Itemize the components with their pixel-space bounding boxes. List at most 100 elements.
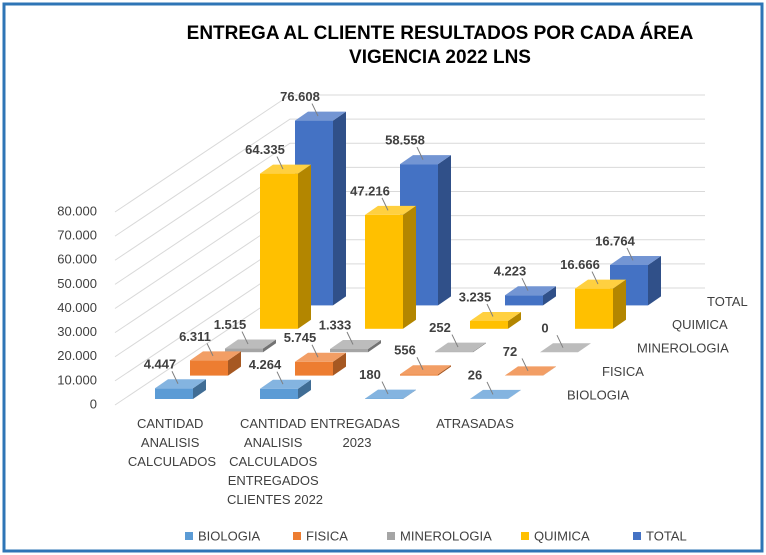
bar bbox=[540, 343, 591, 353]
bar-side bbox=[473, 342, 486, 353]
leader-line bbox=[626, 247, 634, 261]
legend-swatch bbox=[293, 532, 301, 540]
value-label: 252 bbox=[429, 320, 451, 335]
bar-front bbox=[155, 388, 193, 399]
value-label: 4.447 bbox=[144, 357, 177, 372]
bar-side bbox=[228, 351, 241, 376]
leader-line bbox=[416, 146, 424, 160]
bar-side bbox=[193, 379, 206, 399]
bar-top bbox=[505, 286, 556, 296]
value-label: 16.764 bbox=[595, 233, 636, 248]
y-tick-label: 30.000 bbox=[57, 324, 97, 339]
bar-side bbox=[333, 111, 346, 306]
bar-front bbox=[295, 361, 333, 376]
x-tick-label: ENTREGADAS 2023 bbox=[310, 416, 403, 450]
bar bbox=[365, 389, 416, 399]
bar bbox=[435, 342, 486, 353]
grid-line bbox=[114, 94, 705, 213]
legend-label: BIOLOGIA bbox=[198, 528, 260, 543]
bar-top bbox=[610, 255, 661, 265]
value-label: 1.333 bbox=[319, 317, 352, 332]
value-label: 4.264 bbox=[249, 357, 282, 372]
value-label: 72 bbox=[503, 344, 517, 359]
bar-side bbox=[403, 389, 416, 399]
leader-line bbox=[311, 344, 319, 358]
value-label: 6.311 bbox=[179, 329, 211, 344]
bar bbox=[260, 379, 311, 399]
bar-top bbox=[540, 343, 591, 353]
grid-line bbox=[114, 118, 705, 237]
bar-side bbox=[298, 164, 311, 329]
bar-top bbox=[365, 205, 416, 215]
bar bbox=[505, 366, 556, 376]
leader-line bbox=[206, 343, 214, 357]
bar-side bbox=[543, 286, 556, 306]
leader-line bbox=[311, 103, 319, 117]
bar-top bbox=[155, 379, 206, 389]
bar-front bbox=[435, 351, 473, 353]
grid-line bbox=[114, 142, 705, 261]
legend-swatch bbox=[633, 532, 641, 540]
bar-side bbox=[648, 255, 661, 306]
bar bbox=[400, 365, 451, 376]
x-tick-label: CANTIDAD ANALISIS CALCULADOS ENTREGADOS … bbox=[227, 416, 323, 507]
y-tick-label: 70.000 bbox=[57, 228, 97, 243]
bar-top bbox=[470, 311, 521, 321]
leader-line bbox=[521, 358, 529, 372]
bar-side bbox=[368, 339, 381, 353]
leader-line bbox=[346, 331, 354, 345]
bar bbox=[575, 279, 626, 329]
y-tick-label: 10.000 bbox=[57, 372, 97, 387]
bar-top bbox=[365, 389, 416, 399]
bar-front bbox=[190, 360, 228, 376]
leader-line bbox=[556, 334, 564, 348]
bar bbox=[155, 379, 206, 399]
bar-side bbox=[403, 205, 416, 329]
bar-top bbox=[400, 365, 451, 375]
bar bbox=[225, 339, 276, 353]
legend-swatch bbox=[185, 532, 193, 540]
depth-axis-label: TOTAL bbox=[707, 294, 748, 309]
value-label: 0 bbox=[541, 321, 548, 336]
bar bbox=[470, 389, 521, 399]
value-label: 47.216 bbox=[350, 183, 390, 198]
bar-front bbox=[400, 374, 438, 376]
bar-side bbox=[333, 352, 346, 376]
y-tick-label: 80.000 bbox=[57, 203, 97, 218]
depth-axis-label: FISICA bbox=[602, 364, 644, 379]
bar-side bbox=[438, 155, 451, 306]
bar bbox=[505, 286, 556, 306]
bar-top bbox=[330, 339, 381, 349]
bar bbox=[260, 164, 311, 329]
bar-front bbox=[260, 388, 298, 399]
depth-axis-label: MINEROLOGIA bbox=[637, 341, 729, 356]
x-tick-label: ATRASADAS bbox=[436, 416, 514, 431]
bar-top bbox=[295, 111, 346, 121]
bar-side bbox=[508, 389, 521, 399]
leader-line bbox=[381, 381, 389, 395]
bar-front bbox=[470, 320, 508, 329]
legend-label: QUIMICA bbox=[534, 528, 590, 543]
legend-label: TOTAL bbox=[646, 528, 687, 543]
leader-line bbox=[171, 371, 179, 384]
x-tick-label: CANTIDAD ANALISIS CALCULADOS bbox=[128, 416, 216, 469]
bar-top bbox=[295, 352, 346, 362]
leader-line bbox=[486, 303, 494, 317]
y-tick-label: 50.000 bbox=[57, 276, 97, 291]
bar bbox=[295, 352, 346, 376]
bar-front bbox=[365, 214, 403, 329]
leader-line bbox=[416, 357, 424, 370]
depth-axis-label: QUIMICA bbox=[672, 317, 728, 332]
value-label: 58.558 bbox=[385, 133, 425, 148]
leader-line bbox=[591, 271, 599, 285]
value-label: 1.515 bbox=[214, 317, 247, 332]
value-label: 556 bbox=[394, 343, 416, 358]
bar bbox=[190, 351, 241, 376]
bar-top bbox=[260, 379, 311, 389]
value-label: 16.666 bbox=[560, 257, 600, 272]
bar-front bbox=[225, 348, 263, 353]
bar-side bbox=[543, 366, 556, 376]
value-label: 5.745 bbox=[284, 330, 317, 345]
bar-side bbox=[438, 365, 451, 376]
